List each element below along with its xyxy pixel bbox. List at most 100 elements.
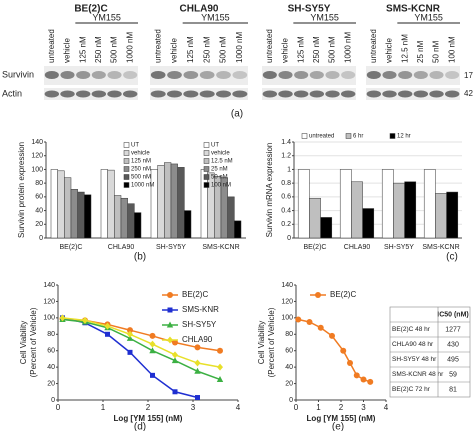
legend-swatch	[123, 166, 130, 172]
y-tick-label: 60	[47, 348, 55, 355]
bar	[320, 217, 333, 239]
legend-swatch	[389, 133, 396, 139]
legend-marker	[315, 292, 321, 298]
lane-label: 500 nM	[219, 36, 228, 63]
point	[217, 363, 223, 371]
survivin-band	[167, 71, 182, 79]
point	[59, 314, 66, 322]
y-tick-label: 80	[47, 331, 55, 338]
legend-swatch	[203, 150, 210, 156]
legend-label: SMS-KNR	[182, 305, 219, 314]
bar	[114, 195, 122, 239]
survivin-band	[216, 71, 231, 79]
y-tick-label: 40	[47, 364, 55, 371]
drug-label: YM155	[201, 12, 230, 22]
actin-band	[413, 90, 429, 98]
actin-band	[262, 90, 278, 98]
point	[360, 376, 367, 383]
legend-label: BE(2)C	[182, 290, 208, 299]
y-tick-label: 0	[39, 235, 43, 242]
survivin-band	[150, 71, 166, 79]
x-tick-label: 3	[191, 403, 196, 412]
y-tick-label: 0	[289, 397, 293, 404]
bar	[404, 181, 417, 239]
point	[127, 349, 133, 355]
bar	[435, 193, 447, 239]
x-tick-label: 4	[384, 403, 389, 412]
actin-band	[293, 90, 309, 98]
point	[127, 330, 133, 338]
bar	[134, 212, 142, 239]
lane-label: 1000 nM	[125, 32, 134, 63]
x-tick-label: SMS-KCNR	[422, 244, 459, 251]
legend-swatch	[301, 133, 308, 139]
lane-label: vehicle	[170, 38, 179, 63]
table-cell: 495	[447, 356, 459, 363]
actin-band	[309, 90, 325, 98]
y-axis-label: Cell Viability	[257, 321, 266, 364]
x-tick-label: CHLA90	[344, 244, 371, 251]
fit-line	[298, 318, 371, 383]
actin-band	[60, 90, 75, 98]
point	[172, 339, 178, 346]
lane-label: 1000 nM	[343, 32, 352, 63]
blot-survivin	[44, 66, 138, 85]
bar	[70, 189, 78, 239]
survivin-band	[183, 71, 199, 79]
point	[195, 395, 200, 401]
point	[171, 357, 179, 364]
x-tick-label: 3	[361, 403, 366, 412]
x-tick-label: BE(2)C	[304, 244, 327, 251]
actin-band	[232, 90, 248, 98]
y-tick-label: 40	[285, 364, 293, 371]
y-tick-label: 0.6	[281, 194, 291, 201]
legend-label: UT	[211, 143, 219, 149]
lane-label: 1000 nM	[235, 32, 244, 63]
y-tick-label: 20	[35, 221, 43, 228]
y-tick-label: 0.4	[281, 207, 291, 214]
lane-label: vehicle	[281, 38, 290, 63]
actin-band	[382, 90, 397, 98]
legend-label: 1000 nM	[131, 183, 154, 189]
table-cell: 81	[449, 386, 457, 393]
panel-label: (a)	[231, 109, 243, 120]
survivin-band	[76, 71, 91, 79]
lane-label: 250 nM	[312, 36, 321, 63]
y-tick-label: 20	[285, 380, 293, 387]
lane-label: 100 nM	[447, 36, 456, 63]
point	[194, 367, 201, 374]
bar	[227, 196, 235, 239]
table-cell: 430	[447, 341, 459, 348]
bar	[184, 210, 192, 239]
panel-label: (b)	[134, 252, 146, 263]
bar	[446, 191, 459, 239]
point	[150, 372, 155, 378]
legend-label: 6 hr	[353, 134, 363, 140]
legend-swatch	[345, 133, 352, 139]
point	[126, 334, 134, 341]
bar	[309, 197, 321, 239]
actin-band	[278, 90, 293, 98]
y-tick-label: 100	[43, 315, 55, 322]
legend-marker	[167, 292, 173, 298]
bar	[393, 182, 405, 239]
lane-label: 12.5 nM	[400, 34, 409, 63]
point	[172, 351, 178, 359]
panel-label: (e)	[332, 422, 344, 431]
point	[194, 359, 201, 367]
bar	[234, 220, 242, 239]
survivin-band	[60, 71, 75, 79]
legend-label: SH-SY5Y	[182, 320, 217, 329]
bar	[423, 169, 436, 239]
x-tick-label: 2	[339, 403, 344, 412]
y-tick-label: 40	[35, 207, 43, 214]
blot-title: CHLA90	[180, 4, 219, 15]
bar	[57, 170, 65, 239]
point	[353, 372, 360, 379]
point	[329, 332, 335, 339]
blot-actin	[44, 88, 138, 100]
survivin-band	[91, 71, 106, 79]
bar	[150, 169, 158, 239]
point	[149, 340, 156, 348]
